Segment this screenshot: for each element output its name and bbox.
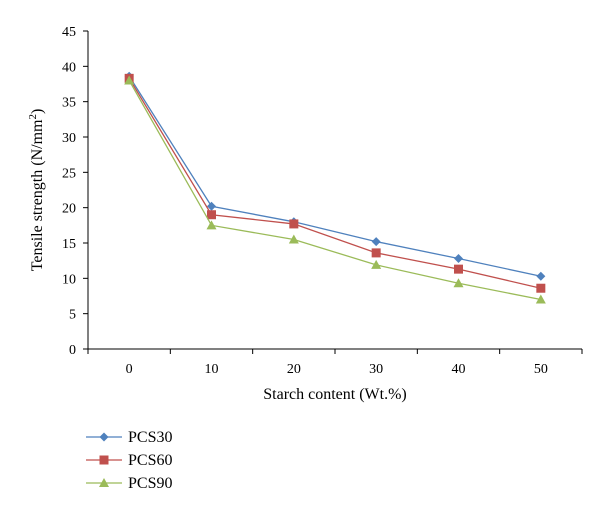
series-layer [124,71,546,304]
y-axis-title-end: ) [29,109,46,114]
x-tick-label: 40 [452,362,466,377]
series-line [128,80,541,301]
y-tick-label: 30 [62,131,76,146]
x-axis-title: Starch content (Wt.%) [263,386,407,403]
x-tick-label: 10 [205,362,219,377]
legend-label: PCS60 [128,452,172,469]
legend: PCS30 PCS60 PCS90 [86,429,172,492]
y-axis-title-main: Tensile strength (N/mm [29,119,46,271]
y-tick-label: 5 [69,308,76,323]
x-ticks: 0 10 20 30 40 50 [87,349,583,377]
y-tick-label: 10 [62,272,76,287]
legend-marker [99,455,109,465]
data-point [453,278,464,288]
data-point [288,234,299,244]
series-line [128,78,541,289]
y-tick-label: 45 [62,25,76,40]
y-axis-title-superscript: 2 [27,114,39,120]
legend-entry-pcs60: PCS60 [86,452,172,469]
data-point [124,75,135,85]
x-tick-label: 50 [534,362,548,377]
data-point [454,254,463,264]
data-point [207,210,216,220]
data-point [371,237,381,247]
legend-marker [99,432,109,442]
y-tick-label: 25 [62,166,76,181]
y-axis-title: Tensile strength (N/mm2) [27,109,46,272]
x-tick-label: 30 [369,362,383,377]
legend-label: PCS90 [128,475,172,492]
y-ticks: 0 5 10 15 20 25 30 35 40 45 [62,25,88,358]
data-point [289,219,299,229]
y-tick-label: 35 [62,96,76,111]
y-tick-label: 20 [62,202,76,217]
chart-axes [87,31,582,350]
legend-label: PCS30 [128,429,172,446]
data-point [454,264,463,274]
data-point [206,220,217,230]
data-point [371,248,381,258]
data-point [207,201,216,211]
series-pcs90 [124,75,546,304]
data-point [535,294,546,304]
x-tick-label: 0 [126,362,133,377]
y-tick-label: 0 [69,343,76,358]
y-tick-label: 40 [62,60,76,75]
x-tick-label: 20 [287,362,301,377]
data-point [536,271,546,281]
data-point [536,283,546,293]
series-line [128,75,541,277]
legend-entry-pcs30: PCS30 [86,429,172,446]
data-point [371,259,382,269]
y-tick-label: 15 [62,237,76,252]
legend-entry-pcs90: PCS90 [86,475,172,492]
legend-marker [99,478,109,487]
